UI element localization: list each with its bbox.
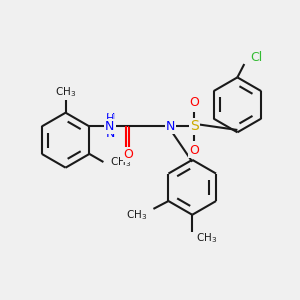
Text: H: H xyxy=(106,114,114,124)
Text: CH$_3$: CH$_3$ xyxy=(126,208,148,222)
Text: CH$_3$: CH$_3$ xyxy=(110,155,132,169)
Text: N: N xyxy=(166,120,175,133)
Text: N: N xyxy=(105,120,115,133)
Text: Cl: Cl xyxy=(250,51,262,64)
Text: H
N: H N xyxy=(106,112,115,140)
Text: CH$_3$: CH$_3$ xyxy=(55,85,76,99)
Text: O: O xyxy=(189,96,199,109)
Text: S: S xyxy=(190,119,199,134)
Text: CH$_3$: CH$_3$ xyxy=(196,231,218,245)
Text: O: O xyxy=(189,144,199,157)
Text: O: O xyxy=(124,148,134,161)
